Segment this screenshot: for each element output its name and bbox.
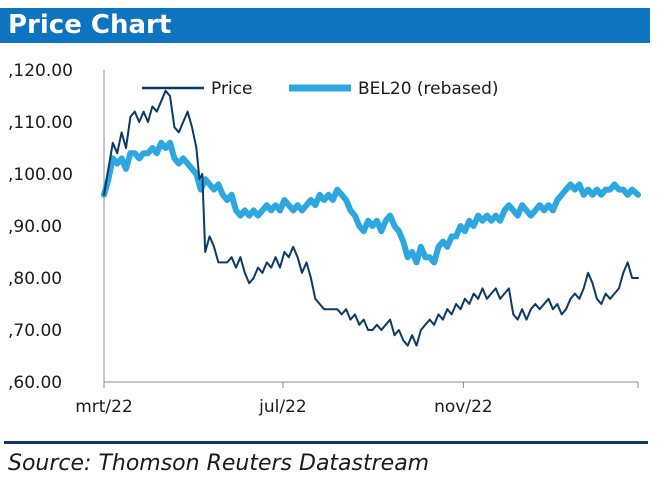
source-note: Source: Thomson Reuters Datastream [8,451,430,476]
series-line-bel20 [101,139,641,266]
y-tick-label: ,90.00 [8,217,62,237]
x-tick-label: mrt/22 [75,397,133,417]
y-tick-label: ,60.00 [8,373,62,393]
legend: Price BEL20 (rebased) [142,79,499,99]
y-tick-label: ,110.00 [8,113,73,133]
x-tick-label: nov/22 [434,397,493,417]
y-tick-label: ,100.00 [8,165,73,185]
y-axis-labels: ,120.00 ,110.00 ,100.00 ,90.00 ,80.00 ,70.00,… [8,61,73,393]
x-axis-labels: mrt/22 jul/22 nov/22 [75,397,493,417]
y-tick-label: ,120.00 [8,61,73,81]
price-chart: ,120.00 ,110.00 ,100.00 ,90.00 ,80.00 ,70.00,… [8,61,641,417]
series-line-price [103,89,639,347]
series-layer [101,89,641,347]
legend-label-price: Price [211,79,252,99]
bottom-rule [4,441,648,444]
y-tick-label: ,70.00 [8,321,62,341]
chart-axes [103,70,639,388]
x-tick-label: jul/22 [258,397,307,417]
legend-label-bel20: BEL20 (rebased) [358,79,499,99]
title-bar: Price Chart [0,8,650,43]
page-title: Price Chart [8,10,172,40]
y-tick-label: ,80.00 [8,269,62,289]
